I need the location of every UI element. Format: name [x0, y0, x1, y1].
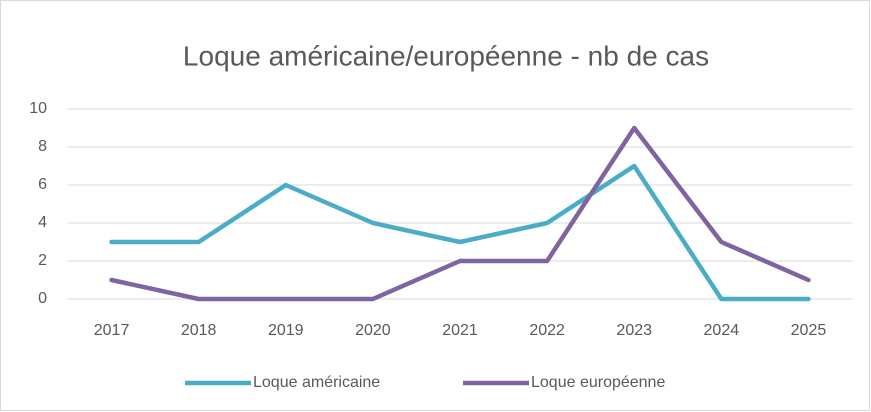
x-tick-label: 2018: [181, 322, 217, 339]
x-tick-label: 2021: [442, 322, 478, 339]
y-tick-label: 4: [38, 214, 47, 231]
x-tick-label: 2020: [355, 322, 391, 339]
y-tick-label: 10: [29, 100, 47, 117]
x-tick-label: 2024: [704, 322, 740, 339]
x-tick-label: 2017: [94, 322, 130, 339]
x-tick-label: 2023: [616, 322, 652, 339]
x-tick-label: 2022: [529, 322, 565, 339]
y-tick-label: 0: [38, 290, 47, 307]
x-tick-label: 2025: [791, 322, 827, 339]
series-line: [109, 163, 811, 302]
series-line: [109, 125, 811, 302]
chart-title: Loque américaine/européenne - nb de cas: [183, 40, 709, 71]
y-tick-label: 2: [38, 252, 47, 269]
y-tick-label: 6: [38, 176, 47, 193]
legend-label: Loque américaine: [253, 374, 380, 391]
legend-label: Loque européenne: [531, 374, 665, 391]
y-tick-label: 8: [38, 138, 47, 155]
x-tick-label: 2019: [268, 322, 304, 339]
